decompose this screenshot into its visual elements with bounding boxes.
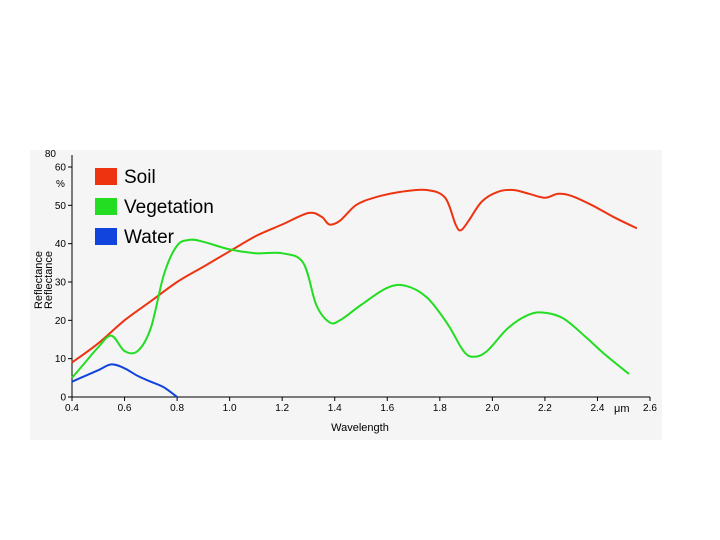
reflectance-chart: 0.4 0.6 0.8 1.0 1.2 1.4 1.6 1.8 2.0 2.2 2.4 2.6 0 10 2…: [33, 149, 657, 434]
legend-label-soil: Soil: [124, 167, 156, 188]
x-tick-label: 0.8: [170, 403, 184, 414]
legend-label-vegetation: Vegetation: [124, 197, 214, 218]
x-tick-label: 2.4: [591, 403, 605, 414]
y-tick-label: 10: [55, 354, 67, 365]
x-tick-label: 1.2: [275, 403, 289, 414]
y-tick-label: 40: [55, 239, 67, 250]
x-axis-label: Wavelength: [331, 422, 389, 434]
legend-swatch-water: [95, 228, 117, 245]
y-tick-label: 30: [55, 278, 67, 289]
series-line-water: [71, 363, 178, 398]
x-tick-label: 0.6: [118, 403, 132, 414]
y-axis-label-2: Reflectance: [43, 251, 55, 309]
x-tick-label: 2.6: [643, 403, 657, 414]
legend-swatch-soil: [95, 168, 117, 185]
y-axis-label-1: Reflectance: [33, 251, 45, 309]
x-tick-label: 1.0: [223, 403, 237, 414]
y-tick-label: 20: [55, 316, 67, 327]
y-top-tick-label: 80: [45, 150, 57, 160]
x-tick-label: 2.0: [485, 403, 499, 414]
series-line-soil: [71, 188, 638, 364]
y-unit-label: %: [56, 179, 65, 190]
legend-label-water: Water: [124, 227, 175, 248]
y-tick-label: 0: [60, 393, 66, 404]
x-tick-label: 1.4: [328, 403, 342, 414]
x-tick-label: 0.4: [65, 403, 79, 414]
x-unit-label: μm: [614, 403, 630, 415]
x-tick-label: 1.6: [380, 403, 394, 414]
y-tick-label: 50: [55, 201, 67, 212]
y-tick-label: 60: [55, 163, 67, 174]
legend-swatch-vegetation: [95, 198, 117, 215]
x-tick-label: 2.2: [538, 403, 552, 414]
x-tick-label: 1.8: [433, 403, 447, 414]
series-line-vegetation: [71, 238, 630, 379]
chart-panel: 0.4 0.6 0.8 1.0 1.2 1.4 1.6 1.8 2.0 2.2 2.4 2.6 0 10 2…: [30, 149, 662, 440]
